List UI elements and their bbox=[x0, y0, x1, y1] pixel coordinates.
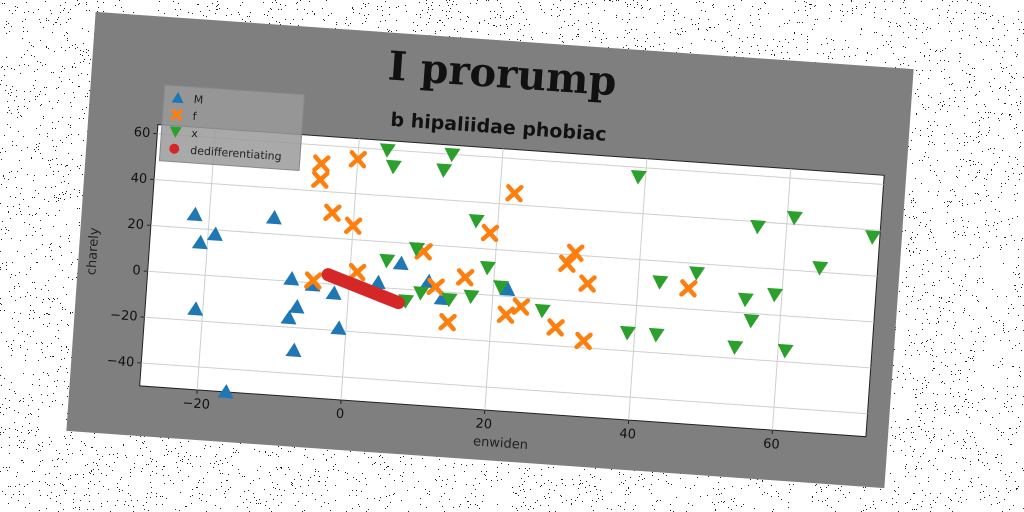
plot-area bbox=[140, 125, 885, 437]
y-tick-label: 60 bbox=[133, 125, 151, 141]
x-tick-label: −20 bbox=[182, 396, 210, 413]
x-tick-label: 40 bbox=[619, 426, 637, 442]
y-axis-label: charely bbox=[84, 227, 102, 276]
legend-label: M bbox=[193, 93, 203, 107]
y-tick-label: −40 bbox=[106, 354, 134, 371]
chart-figure: I prorump b hipaliidae phobiac −20 0 20 40 6… bbox=[66, 12, 913, 488]
x-tick-label: 60 bbox=[763, 437, 781, 453]
y-tick-label: 20 bbox=[127, 217, 145, 233]
y-tick-label: −20 bbox=[110, 308, 138, 325]
x-axis-label: enwiden bbox=[473, 434, 529, 453]
x-tick-label: 0 bbox=[335, 407, 344, 423]
y-tick-label: 0 bbox=[132, 263, 141, 279]
x-tick-label: 20 bbox=[475, 416, 493, 432]
y-tick-label: 40 bbox=[130, 171, 148, 187]
scatter-plot: −200204060−40−200204060enwidencharelyMfx… bbox=[66, 12, 913, 488]
